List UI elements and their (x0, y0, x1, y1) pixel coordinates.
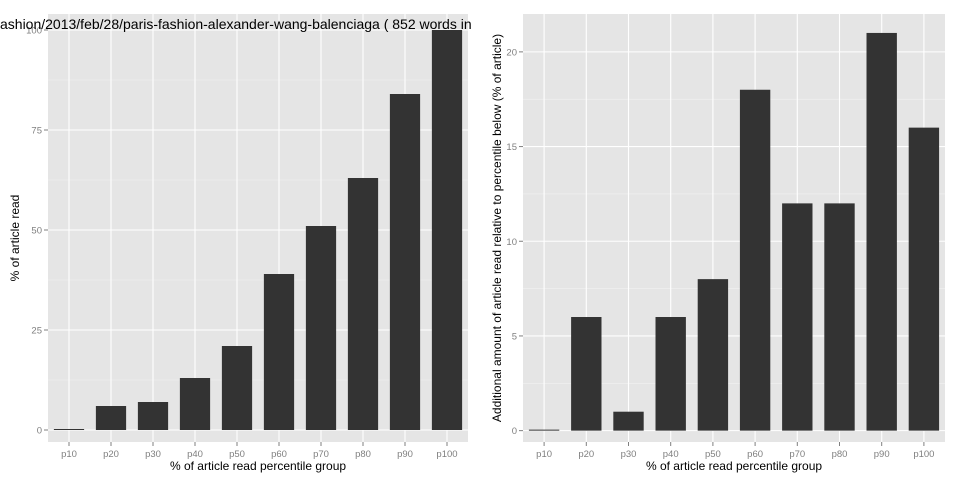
right-chart: 0 5 10 15 20 p10 p20 p30 p40 p50 p60 p70 p80 p90 p100… (490, 14, 945, 473)
x-tick-label: p90 (397, 449, 413, 460)
right-y-axis-title: Additional amount of article read relati… (490, 34, 504, 422)
bar-p30 (613, 411, 644, 431)
y-tick-label: 50 (31, 226, 42, 237)
right-y-axis: 0 5 10 15 20 (506, 47, 523, 437)
x-tick-label: p100 (913, 449, 934, 460)
left-y-axis: 0 25 50 75 100 (26, 26, 48, 437)
y-tick-label: 100 (26, 26, 42, 37)
y-tick-label: 20 (506, 47, 517, 58)
bar-p50 (697, 279, 729, 431)
bar-p50 (221, 346, 253, 430)
y-tick-label: 15 (506, 142, 517, 153)
x-tick-label: p20 (578, 449, 594, 460)
y-tick-label: 5 (512, 331, 517, 342)
right-x-axis-title: % of article read percentile group (646, 459, 822, 473)
right-x-axis: p10 p20 p30 p40 p50 p60 p70 p80 p90 p100 (536, 442, 934, 460)
x-tick-label: p90 (874, 449, 890, 460)
x-tick-label: p70 (313, 449, 329, 460)
left-y-axis-title: % of article read (8, 195, 22, 282)
bar-p100 (908, 127, 940, 431)
y-tick-label: 0 (37, 426, 42, 437)
x-tick-label: p50 (229, 449, 245, 460)
bar-p40 (179, 378, 211, 430)
x-tick-label: p50 (705, 449, 721, 460)
x-tick-label: p60 (747, 449, 763, 460)
bar-p40 (655, 317, 686, 431)
bar-p10 (53, 429, 85, 430)
x-tick-label: p70 (789, 449, 805, 460)
x-tick-label: p60 (271, 449, 287, 460)
y-tick-label: 0 (512, 426, 517, 437)
x-tick-label: p20 (103, 449, 119, 460)
bar-p80 (347, 178, 379, 430)
x-tick-label: p80 (355, 449, 371, 460)
bar-p10 (528, 429, 560, 431)
bar-p60 (263, 274, 295, 430)
left-x-axis: p10 p20 p30 p40 p50 p60 p70 p80 p90 p100 (61, 442, 458, 460)
bar-p20 (571, 317, 602, 431)
y-tick-label: 75 (31, 126, 42, 137)
bar-p90 (866, 32, 897, 431)
bar-p70 (782, 203, 813, 431)
bar-p90 (389, 94, 421, 430)
bar-p70 (305, 226, 337, 430)
left-bars (53, 30, 463, 430)
x-tick-label: p40 (663, 449, 679, 460)
bar-p80 (824, 203, 855, 431)
y-tick-label: 10 (506, 237, 517, 248)
x-tick-label: p40 (187, 449, 203, 460)
bar-p100 (431, 30, 463, 430)
left-chart-title: ashion/2013/feb/28/paris-fashion-alexand… (0, 16, 472, 32)
x-tick-label: p100 (436, 449, 457, 460)
x-tick-label: p10 (61, 449, 77, 460)
bar-p60 (739, 89, 771, 431)
x-tick-label: p10 (536, 449, 552, 460)
right-bars (528, 32, 940, 431)
x-tick-label: p30 (621, 449, 637, 460)
bar-p20 (95, 406, 127, 430)
x-tick-label: p30 (145, 449, 161, 460)
y-tick-label: 25 (31, 326, 42, 337)
left-x-axis-title: % of article read percentile group (170, 459, 346, 473)
bar-p30 (137, 402, 169, 430)
x-tick-label: p80 (832, 449, 848, 460)
